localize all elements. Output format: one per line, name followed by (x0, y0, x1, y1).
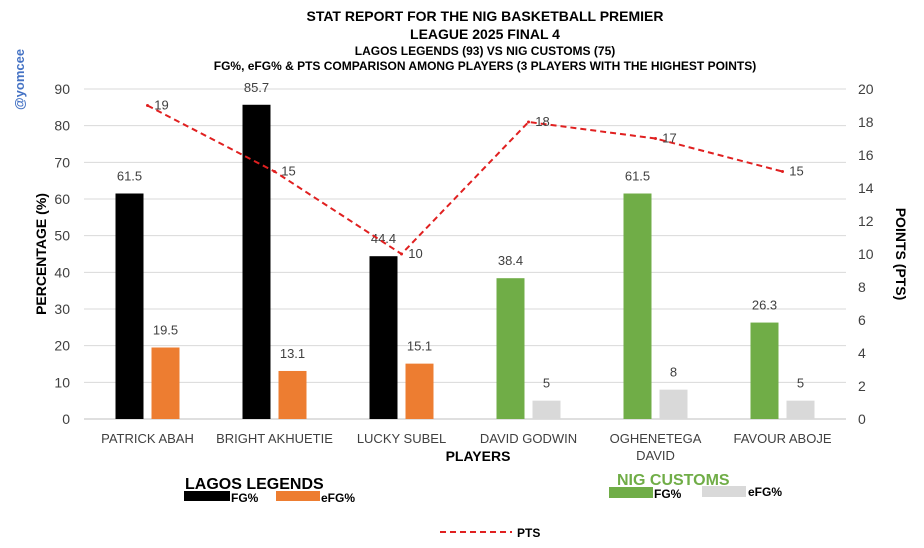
category-label: PATRICK ABAH (101, 431, 194, 446)
bar-fg (496, 278, 525, 419)
data-label-fg: 61.5 (117, 169, 142, 184)
legend-lagos-fg-swatch (184, 491, 230, 501)
y2-tick-label: 2 (858, 378, 866, 394)
y-tick-label: 90 (54, 81, 70, 97)
legend-pts: PTS (440, 526, 540, 540)
data-label-efg: 8 (670, 365, 677, 380)
y2-tick-label: 4 (858, 345, 866, 361)
pts-point (273, 170, 276, 173)
legend-nig-efg-label: eFG% (748, 485, 782, 499)
legend-lagos-efg-swatch (276, 491, 320, 501)
data-label-fg: 26.3 (752, 298, 777, 313)
legend-lagos-efg-label: eFG% (321, 491, 355, 505)
category-label: DAVID GODWIN (480, 431, 577, 446)
bar-fg (242, 104, 271, 420)
pts-point (781, 170, 784, 173)
y2-tick-label: 12 (858, 213, 874, 229)
y2-tick-label: 6 (858, 312, 866, 328)
bar-fg (750, 322, 779, 419)
legend-nig-fg-label: FG% (654, 487, 682, 501)
y2-tick-label: 8 (858, 279, 866, 295)
y2-tick-label: 0 (858, 411, 866, 427)
pts-point (400, 252, 403, 256)
watermark: @yomcee (12, 49, 27, 110)
category-label: OGHENETEGA (610, 431, 702, 446)
data-label-efg: 5 (797, 376, 804, 391)
y2-tick-label: 18 (858, 114, 874, 130)
data-label-efg: 19.5 (153, 323, 178, 338)
chart-title: STAT REPORT FOR THE NIG BASKETBALL PREMI… (214, 8, 757, 73)
data-label-efg: 15.1 (407, 339, 432, 354)
bar-efg (659, 389, 688, 419)
data-label-pts: 17 (662, 131, 676, 146)
data-label-pts: 10 (408, 246, 422, 261)
legend-nig-title: NIG CUSTOMS (617, 472, 730, 489)
bar-fg (369, 256, 398, 419)
y2-tick-label: 16 (858, 147, 874, 163)
legend-nig-fg-swatch (609, 487, 653, 498)
category-label: FAVOUR ABOJE (733, 431, 831, 446)
category-label: LUCKY SUBEL (357, 431, 446, 446)
data-label-fg: 38.4 (498, 253, 523, 268)
legend-lagos: LAGOS LEGENDS FG% eFG% (184, 476, 355, 505)
bar-labels: 61.5 19.5 85.7 13.1 44.4 15.1 38.4 5 61.5 8 26.3 5 (117, 80, 804, 391)
data-label-pts: 15 (789, 164, 803, 179)
y2-tick-label: 20 (858, 81, 874, 97)
legend-pts-label: PTS (517, 526, 540, 540)
x-axis-title: PLAYERS (446, 448, 511, 464)
category-labels: PATRICK ABAH BRIGHT AKHUETIE LUCKY SUBEL DA… (101, 431, 832, 463)
y-tick-label: 70 (54, 154, 70, 170)
y-tick-label: 40 (54, 264, 70, 280)
bar-efg (405, 363, 434, 419)
data-label-pts: 19 (154, 98, 168, 113)
legend-lagos-title: LAGOS LEGENDS (185, 476, 324, 493)
data-label-fg: 85.7 (244, 80, 269, 95)
data-label-pts: 15 (281, 164, 295, 179)
bars (115, 104, 815, 420)
bar-fg (115, 193, 144, 419)
y2-axis-title: POINTS (PTS) (893, 208, 909, 301)
pts-line-group: 19 15 10 18 17 15 (146, 98, 804, 261)
category-label: BRIGHT AKHUETIE (216, 431, 333, 446)
y2-axis-ticks: 0 2 4 6 8 10 12 14 16 18 20 (858, 81, 874, 427)
category-label: DAVID (636, 448, 675, 463)
title-line-1: STAT REPORT FOR THE NIG BASKETBALL PREMI… (306, 8, 663, 24)
y-tick-label: 50 (54, 228, 70, 244)
legend-lagos-fg-label: FG% (231, 491, 259, 505)
bar-efg (151, 347, 180, 419)
legend-nig: NIG CUSTOMS FG% eFG% (609, 472, 782, 501)
gridlines (84, 88, 846, 420)
title-line-3: LAGOS LEGENDS (93) VS NIG CUSTOMS (75) (355, 44, 615, 58)
pts-point (654, 137, 657, 140)
legend-nig-efg-swatch (702, 486, 746, 497)
y-tick-label: 80 (54, 118, 70, 134)
y-tick-label: 30 (54, 301, 70, 317)
bar-efg (786, 400, 815, 419)
y-axis-title: PERCENTAGE (%) (33, 193, 49, 315)
pts-point (146, 104, 149, 107)
y-tick-label: 20 (54, 338, 70, 354)
title-line-2: LEAGUE 2025 FINAL 4 (410, 26, 560, 42)
y2-tick-label: 10 (858, 246, 874, 262)
y-tick-label: 60 (54, 191, 70, 207)
y2-tick-label: 14 (858, 180, 874, 196)
bar-efg (278, 370, 307, 419)
y-tick-label: 0 (62, 411, 70, 427)
y-tick-label: 10 (54, 374, 70, 390)
y-axis-ticks: 0 10 20 30 40 50 60 70 80 90 (54, 81, 70, 427)
bar-fg (623, 193, 652, 419)
pts-point (527, 120, 530, 124)
data-label-pts: 18 (535, 114, 549, 129)
data-label-efg: 13.1 (280, 346, 305, 361)
data-label-fg: 44.4 (371, 231, 396, 246)
data-label-fg: 61.5 (625, 169, 650, 184)
title-line-4: FG%, eFG% & PTS COMPARISON AMONG PLAYERS… (214, 59, 757, 73)
bar-efg (532, 400, 561, 419)
data-label-efg: 5 (543, 376, 550, 391)
